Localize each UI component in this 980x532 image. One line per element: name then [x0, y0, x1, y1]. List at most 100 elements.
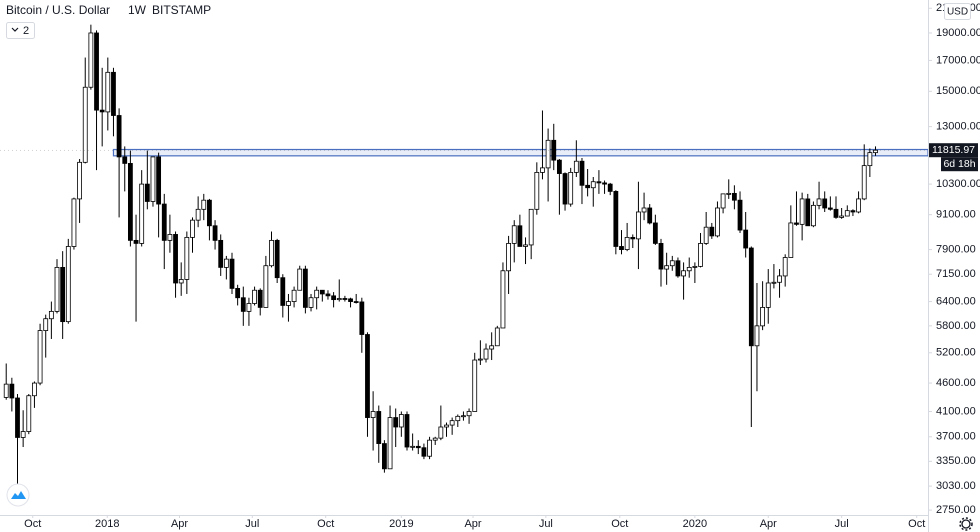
candle-body: [573, 160, 579, 173]
y-tick-label: 15000.00: [936, 85, 980, 97]
candle-body: [720, 193, 726, 209]
countdown-label: 6d 18h: [943, 158, 975, 170]
settings-button[interactable]: [959, 517, 973, 531]
candle-body: [48, 310, 54, 320]
candle-body: [427, 439, 432, 457]
candle-body: [652, 222, 658, 244]
y-tick-label: 7150.00: [936, 268, 976, 280]
candle-body: [799, 198, 805, 225]
plot-area: [0, 24, 928, 491]
logo-mark: [11, 491, 26, 499]
candle-body: [438, 426, 444, 439]
candle-body: [647, 207, 653, 224]
candle-body: [624, 236, 630, 250]
x-tick-label: Oct: [317, 518, 334, 530]
candle-body: [274, 239, 280, 279]
candle-body: [94, 32, 99, 111]
candle-body: [190, 219, 195, 238]
candle-body: [26, 395, 32, 432]
candle-body: [585, 184, 591, 189]
candle-body: [517, 225, 523, 247]
candle-body: [692, 265, 698, 268]
candle-body: [15, 397, 20, 438]
candle-body: [43, 318, 49, 331]
candle-body: [477, 358, 483, 361]
candle-body: [77, 161, 82, 200]
y-tick-label: 4600.00: [936, 377, 976, 389]
candle-body: [286, 301, 291, 306]
x-tick-label: Jul: [539, 518, 553, 530]
logo-circle: [6, 483, 30, 507]
candle-body: [9, 383, 15, 399]
candle-body: [127, 163, 133, 241]
y-tick-label: 10300.00: [936, 178, 980, 190]
candle-body: [613, 190, 619, 247]
candle-body: [20, 431, 26, 438]
candle-body: [365, 334, 370, 418]
candle-body: [54, 266, 60, 312]
indicator-toggle[interactable]: 2: [6, 22, 35, 39]
candle-body: [556, 159, 562, 174]
candle-body: [280, 277, 286, 306]
symbol-title: Bitcoin / U.S. Dollar: [6, 3, 110, 17]
candle-body: [291, 289, 297, 302]
candle-body: [534, 172, 540, 210]
candle-body: [500, 270, 506, 329]
candle-body: [686, 266, 692, 272]
candle-body: [788, 222, 794, 258]
candle-body: [71, 198, 77, 247]
candle-body: [528, 208, 534, 246]
candle-body: [494, 327, 500, 347]
candle-body: [743, 229, 749, 249]
candle-body: [353, 301, 359, 303]
x-tick-label: Oct: [908, 518, 925, 530]
y-tick-label: 2750.00: [936, 504, 976, 516]
exchange: BITSTAMP: [152, 3, 211, 17]
candle-body: [506, 243, 511, 272]
candle-body: [551, 139, 557, 161]
candle-body: [319, 289, 325, 295]
candle-body: [207, 199, 212, 227]
candle-body: [523, 244, 528, 247]
candle-body: [833, 208, 839, 218]
candle-body: [562, 173, 568, 205]
candle-body: [636, 211, 641, 240]
last-price-label: 11815.97: [932, 144, 975, 156]
indicator-toggle-box[interactable]: [6, 22, 35, 39]
x-tick-label: Oct: [24, 518, 41, 530]
gear-icon[interactable]: [961, 519, 971, 529]
candle-body: [252, 289, 257, 304]
x-tick-label: Apr: [171, 518, 188, 530]
candle-body: [302, 268, 308, 308]
x-tick-label: Oct: [611, 518, 628, 530]
candle-body: [263, 265, 269, 308]
gear-teeth: [959, 517, 973, 531]
candle-body: [731, 192, 737, 201]
candle-body: [681, 270, 686, 277]
y-tick-label: 17000.00: [936, 54, 980, 66]
candle-body: [184, 236, 190, 280]
candle-body: [229, 258, 235, 289]
candle-body: [212, 225, 218, 241]
candle-body: [579, 160, 585, 186]
candle-body: [246, 303, 252, 312]
candle-body: [641, 207, 647, 213]
y-tick-label: 9100.00: [936, 209, 976, 221]
y-tick-label: 5200.00: [936, 347, 976, 359]
currency-button[interactable]: USD: [944, 3, 971, 20]
candle-body: [511, 225, 517, 244]
candle-body: [167, 234, 173, 241]
candle-body: [822, 198, 828, 209]
candle-body: [816, 198, 822, 206]
candle-body: [703, 226, 709, 244]
candle-body: [867, 152, 873, 167]
candle-body: [630, 236, 636, 240]
candle-body: [150, 156, 156, 202]
candle-body: [483, 348, 489, 360]
currency-box[interactable]: [944, 3, 971, 20]
candle-body: [359, 301, 365, 335]
candle-body: [37, 330, 43, 384]
candle-body: [760, 307, 766, 327]
y-tick-label: 19000.00: [936, 27, 980, 39]
